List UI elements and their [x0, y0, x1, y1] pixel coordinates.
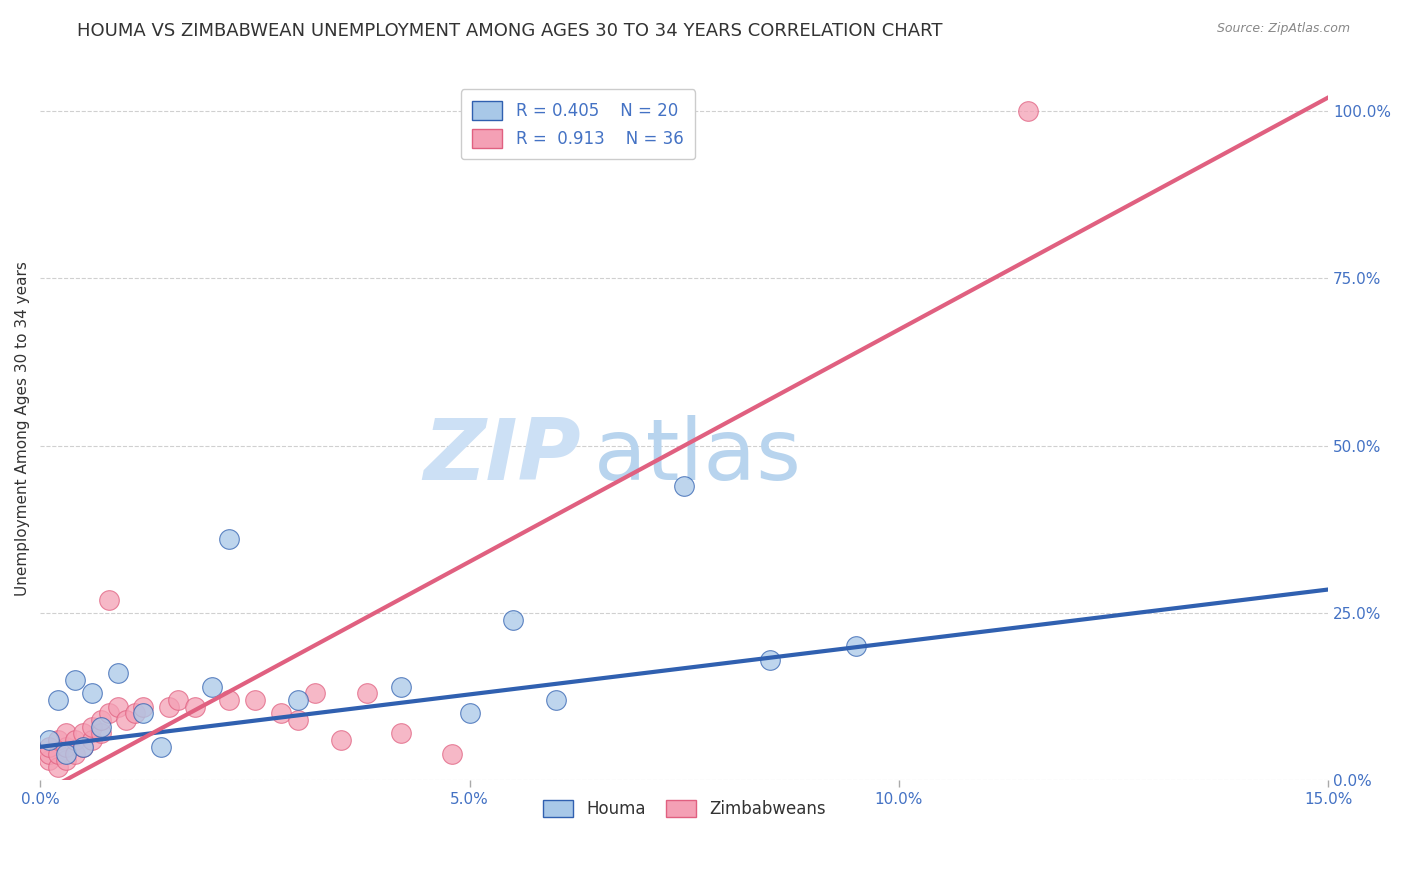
- Point: [201, 680, 224, 694]
- Point: [89, 720, 111, 734]
- Point: [107, 699, 129, 714]
- Point: [63, 733, 86, 747]
- Y-axis label: Unemployment Among Ages 30 to 34 years: Unemployment Among Ages 30 to 34 years: [15, 261, 30, 597]
- Point: [218, 533, 240, 547]
- Point: [304, 686, 326, 700]
- Point: [46, 747, 69, 761]
- Point: [72, 739, 94, 754]
- Point: [287, 713, 309, 727]
- Point: [218, 693, 240, 707]
- Point: [89, 726, 111, 740]
- Text: Source: ZipAtlas.com: Source: ZipAtlas.com: [1216, 22, 1350, 36]
- Point: [184, 699, 207, 714]
- Point: [89, 713, 111, 727]
- Point: [46, 693, 69, 707]
- Point: [38, 739, 60, 754]
- Point: [132, 699, 155, 714]
- Point: [38, 733, 60, 747]
- Point: [107, 666, 129, 681]
- Point: [673, 479, 696, 493]
- Point: [72, 739, 94, 754]
- Point: [55, 726, 77, 740]
- Point: [115, 713, 138, 727]
- Point: [502, 613, 524, 627]
- Point: [55, 753, 77, 767]
- Legend: Houma, Zimbabweans: Houma, Zimbabweans: [536, 793, 832, 825]
- Point: [98, 592, 121, 607]
- Point: [166, 693, 188, 707]
- Point: [243, 693, 266, 707]
- Point: [46, 733, 69, 747]
- Point: [356, 686, 378, 700]
- Point: [1017, 103, 1039, 118]
- Text: atlas: atlas: [595, 416, 803, 499]
- Point: [389, 680, 412, 694]
- Point: [38, 753, 60, 767]
- Point: [458, 706, 481, 721]
- Text: ZIP: ZIP: [423, 416, 581, 499]
- Point: [287, 693, 309, 707]
- Point: [132, 706, 155, 721]
- Point: [544, 693, 567, 707]
- Point: [149, 739, 172, 754]
- Point: [157, 699, 180, 714]
- Point: [270, 706, 292, 721]
- Point: [80, 686, 103, 700]
- Point: [389, 726, 412, 740]
- Point: [55, 739, 77, 754]
- Point: [63, 673, 86, 687]
- Point: [72, 726, 94, 740]
- Point: [329, 733, 352, 747]
- Point: [98, 706, 121, 721]
- Point: [124, 706, 146, 721]
- Point: [38, 747, 60, 761]
- Point: [441, 747, 464, 761]
- Point: [80, 720, 103, 734]
- Point: [63, 747, 86, 761]
- Point: [46, 760, 69, 774]
- Text: HOUMA VS ZIMBABWEAN UNEMPLOYMENT AMONG AGES 30 TO 34 YEARS CORRELATION CHART: HOUMA VS ZIMBABWEAN UNEMPLOYMENT AMONG A…: [77, 22, 943, 40]
- Point: [55, 747, 77, 761]
- Point: [845, 640, 868, 654]
- Point: [80, 733, 103, 747]
- Point: [759, 653, 782, 667]
